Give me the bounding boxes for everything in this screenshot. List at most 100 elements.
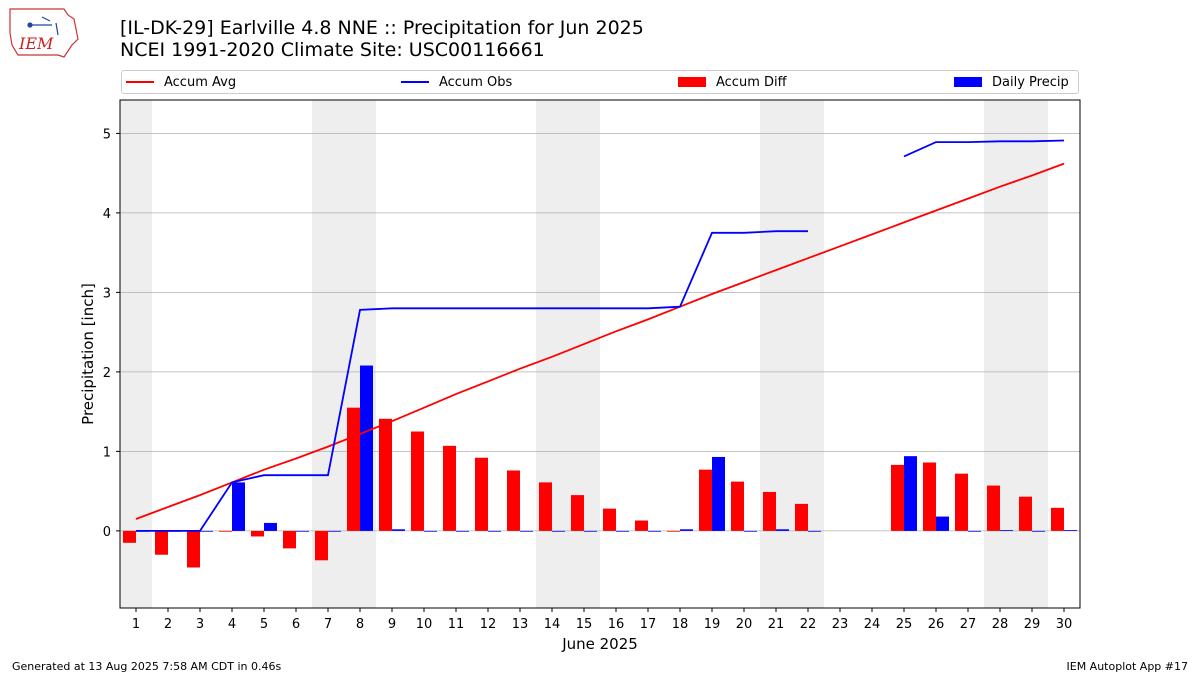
accum-diff-bar-day-8 [347,407,360,531]
accum-diff-bar-day-4 [219,530,232,532]
daily-precip-bar-day-8 [360,365,373,531]
daily-precip-bar-day-12 [488,530,501,532]
y-tick-label-4: 4 [103,207,111,222]
accum-diff-bar-day-10 [411,431,424,531]
x-tick-label-21: 21 [768,617,785,632]
daily-precip-bar-day-25 [904,456,917,531]
daily-precip-bar-day-4 [232,482,245,531]
daily-precip-bar-day-3 [200,530,213,532]
daily-precip-bar-day-27 [968,530,981,532]
accum-diff-bar-day-12 [475,457,488,531]
daily-precip-bar-day-5 [264,522,277,531]
accum-diff-bar-day-7 [315,530,328,561]
accum-diff-bar-day-26 [923,462,936,531]
accum-diff-bar-day-20 [731,481,744,531]
x-tick-label-24: 24 [864,617,881,632]
weekend-shade-day-14 [536,100,568,608]
x-tick-label-3: 3 [196,617,204,632]
accum-diff-bar-day-21 [763,491,776,531]
x-tick-label-20: 20 [736,617,753,632]
x-tick-label-16: 16 [608,617,625,632]
daily-precip-bar-day-18 [680,529,693,531]
accum-diff-bar-day-14 [539,482,552,531]
x-tick-label-8: 8 [356,617,364,632]
x-tick-label-2: 2 [164,617,172,632]
daily-precip-bar-day-10 [424,530,437,532]
accum-diff-bar-day-17 [635,520,648,531]
x-tick-label-23: 23 [832,617,849,632]
daily-precip-bar-day-17 [648,530,661,532]
accum-diff-bar-day-25 [891,464,904,531]
x-tick-label-14: 14 [544,617,561,632]
daily-precip-bar-day-26 [936,516,949,531]
accum-diff-bar-day-6 [283,530,296,549]
accum-diff-bar-day-19 [699,469,712,531]
daily-precip-bar-day-20 [744,530,757,532]
x-tick-label-30: 30 [1056,617,1073,632]
daily-precip-bar-day-16 [616,530,629,532]
accum-diff-bar-day-15 [571,495,584,531]
chart-subtitle: NCEI 1991-2020 Climate Site: USC00116661 [120,39,545,61]
y-tick-label-3: 3 [103,286,111,301]
legend-item-accum-avg: Accum Avg [126,71,236,93]
y-tick-label-1: 1 [103,445,111,460]
x-tick-label-12: 12 [480,617,497,632]
weekend-shade-day-28 [984,100,1016,608]
y-tick-label-2: 2 [103,366,111,381]
x-tick-label-29: 29 [1024,617,1041,632]
legend-item-accum-obs: Accum Obs [401,71,512,93]
chart-title: [IL-DK-29] Earlville 4.8 NNE :: Precipit… [120,17,644,39]
daily-precip-bar-day-30 [1064,530,1077,531]
weekend-shade-day-22 [792,100,824,608]
legend-swatch-accum-avg [126,81,154,83]
daily-precip-bar-day-14 [552,530,565,532]
accum-avg-line-segment-0 [135,162,1065,520]
daily-precip-bar-day-6 [296,530,309,532]
daily-precip-bar-day-7 [328,530,341,532]
legend-label-accum-obs: Accum Obs [439,74,513,90]
x-axis-label: June 2025 [561,635,638,653]
x-tick-label-7: 7 [324,617,332,632]
generated-note: Generated at 13 Aug 2025 7:58 AM CDT in … [12,660,282,673]
x-tick-label-26: 26 [928,617,945,632]
x-tick-label-18: 18 [672,617,689,632]
chart-legend: Accum Avg Accum Obs Accum Diff Daily Pre… [121,70,1079,94]
accum-diff-bar-day-16 [603,508,616,531]
daily-precip-bar-day-19 [712,456,725,531]
x-tick-label-22: 22 [800,617,817,632]
accum-diff-bar-day-28 [987,485,1000,531]
logo-text: IEM [18,34,54,53]
weekend-shade-day-7 [312,100,344,608]
daily-precip-bar-day-9 [392,529,405,531]
legend-label-daily-precip: Daily Precip [992,74,1069,90]
plot-frame [119,99,1081,609]
x-tick-label-1: 1 [132,617,140,632]
x-tick-label-27: 27 [960,617,977,632]
x-tick-label-4: 4 [228,617,236,632]
weekend-shade-day-1 [120,100,152,608]
daily-precip-bar-day-21 [776,529,789,531]
daily-precip-bar-day-15 [584,530,597,532]
legend-swatch-daily-precip [954,77,982,87]
daily-precip-bar-day-13 [520,530,533,532]
legend-label-accum-avg: Accum Avg [164,74,237,90]
daily-precip-bar-day-22 [808,530,821,532]
accum-diff-bar-day-1 [123,530,136,543]
legend-item-daily-precip: Daily Precip [954,71,1069,93]
x-tick-label-6: 6 [292,617,300,632]
daily-precip-bar-day-28 [1000,530,1013,531]
accum-diff-bar-day-13 [507,470,520,531]
iem-logo: IEM [9,8,79,58]
legend-item-accum-diff: Accum Diff [678,71,787,93]
legend-swatch-accum-diff [678,77,706,87]
y-tick-label-0: 0 [103,525,111,540]
weekend-shade-day-21 [760,100,792,608]
y-tick-label-5: 5 [103,127,111,142]
x-tick-label-17: 17 [640,617,657,632]
accum-diff-bar-day-5 [251,530,264,537]
x-tick-label-19: 19 [704,617,721,632]
x-tick-label-11: 11 [448,617,465,632]
daily-precip-bar-day-29 [1032,530,1045,532]
accum-diff-bar-day-18 [667,530,680,532]
